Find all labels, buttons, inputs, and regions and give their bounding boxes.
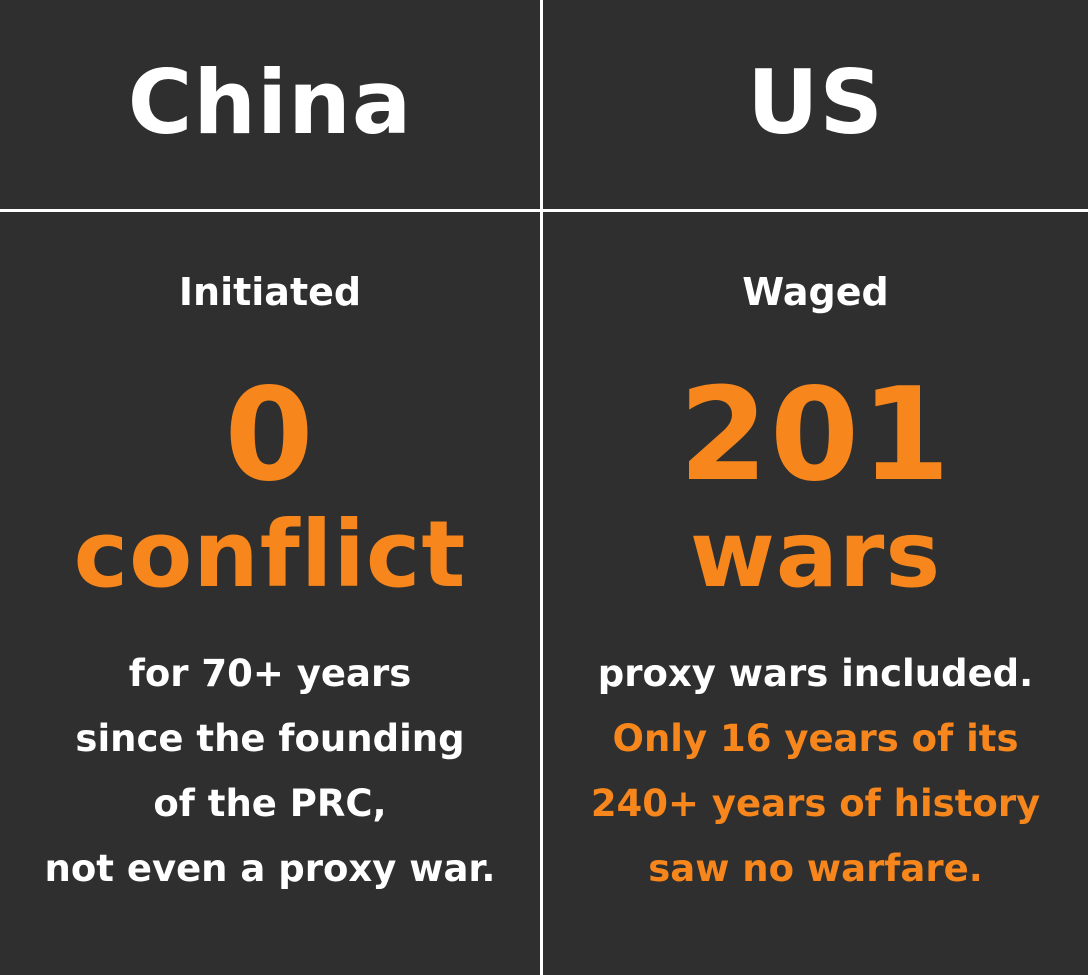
us-description: proxy wars included. Only 16 years of it… — [543, 641, 1088, 901]
china-column: China Initiated 0 conflict for 70+ years… — [0, 0, 540, 975]
us-description-line-highlight: 240+ years of history — [590, 782, 1041, 825]
china-description: for 70+ years since the founding of the … — [0, 641, 540, 901]
china-count-unit: conflict — [73, 501, 467, 608]
china-description-line: for 70+ years — [128, 652, 412, 695]
us-war-count: 201 — [678, 361, 953, 510]
us-column: US Waged 201 wars proxy wars included. O… — [543, 0, 1088, 975]
china-verb-label: Initiated — [178, 270, 362, 314]
horizontal-divider — [0, 209, 1088, 212]
china-description-line: since the founding — [75, 717, 465, 760]
china-conflict-count: 0 — [224, 361, 316, 510]
us-heading: US — [747, 51, 884, 154]
us-verb-label: Waged — [742, 270, 889, 314]
china-description-line: not even a proxy war. — [44, 847, 496, 890]
china-description-line: of the PRC, — [153, 782, 387, 825]
vertical-divider — [540, 0, 543, 975]
us-description-line-highlight: saw no warfare. — [648, 847, 983, 890]
us-description-line-highlight: Only 16 years of its — [612, 717, 1019, 760]
china-heading: China — [127, 51, 413, 154]
us-description-line: proxy wars included. — [597, 652, 1034, 695]
us-count-unit: wars — [689, 501, 942, 608]
